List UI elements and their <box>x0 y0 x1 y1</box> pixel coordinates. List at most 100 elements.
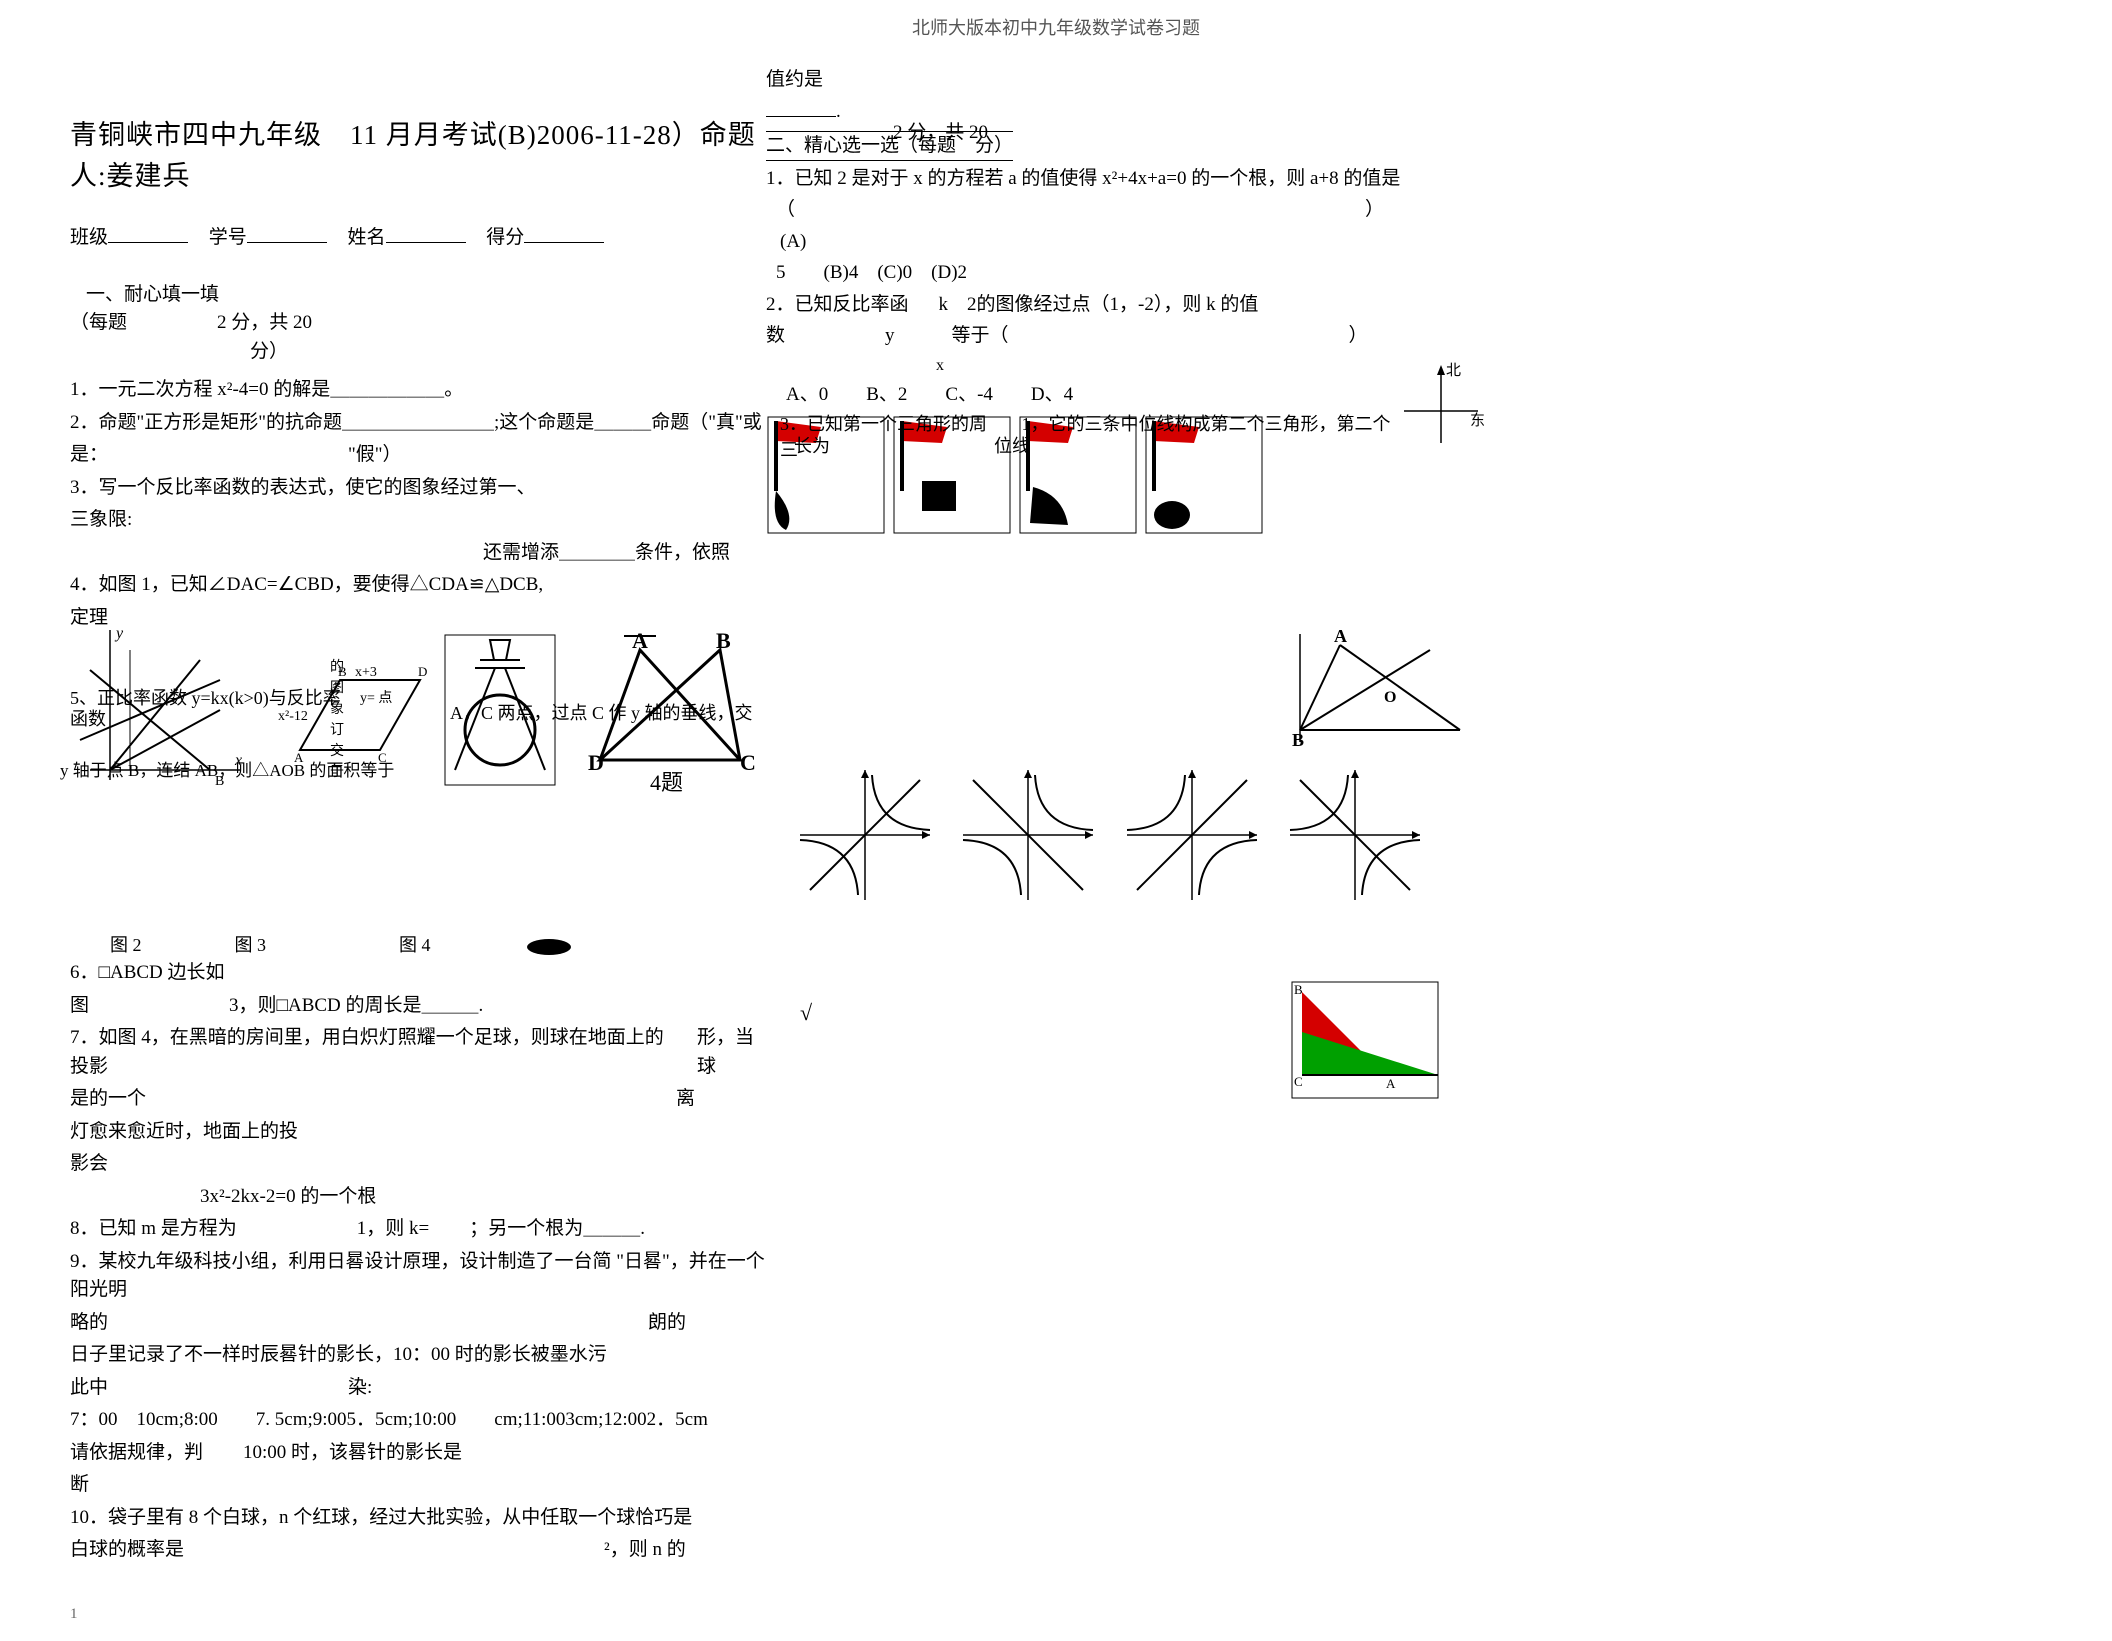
r1b: （ <box>776 196 795 224</box>
question-6b: 图 <box>70 992 89 1021</box>
svg-text:x+3: x+3 <box>355 665 377 680</box>
fig3-label: 图 3 <box>235 932 315 959</box>
sec1-l4: 分） <box>250 338 770 367</box>
hyperbola-d <box>1280 760 1430 910</box>
question-9j: 断 <box>70 1471 770 1500</box>
r3b: 长为 <box>794 433 830 459</box>
r2a: 2．已知反比率函 <box>766 291 909 319</box>
r-sec2: 2 分，共 20 <box>893 119 988 149</box>
question-9a: 9．某校九年级科技小组，利用日晷设计原理，设计制造了一台简 "日晷"，并在一个阳… <box>70 1248 770 1305</box>
figures-row: y x B x²-12 x+3 B D A C y= 点 5、正比率函数 y=k… <box>70 640 770 810</box>
question-4a: 4．如图 1，已知∠DAC=∠CBD，要使得△CDA≌△DCB, <box>70 571 770 600</box>
fig2-label: 图 2 <box>110 932 230 959</box>
r2f: ） <box>1349 322 1368 350</box>
hyperbola-c <box>1117 760 1267 910</box>
question-2c: "假"） <box>348 441 402 470</box>
question-4-pre: 还需增添＿＿＿＿条件，依照 <box>70 539 770 568</box>
question-8pre: 3x²-2kx-2=0 的一个根 <box>200 1183 770 1212</box>
r3a: 3．已知第一个三角形的周 <box>780 414 987 434</box>
question-7b: 是的一个 <box>70 1085 146 1114</box>
svg-text:B: B <box>716 630 731 653</box>
r2e: x <box>936 354 1406 377</box>
compass-icon: 北 东 <box>1396 361 1486 451</box>
r1e: 5 (B)4 (C)0 (D)2 <box>776 259 1406 287</box>
question-2a: 2．命题"正方形是矩形"的抗命题＿＿＿＿＿＿＿＿;这个命题是＿＿＿命题（"真"或 <box>70 409 770 438</box>
id-label: 学号 <box>209 227 247 248</box>
hyperbola-a <box>790 760 940 910</box>
question-6a: 6．□ABCD 边长如 <box>70 959 770 988</box>
student-info: 班级 学号 姓名 得分 <box>70 224 770 253</box>
section-1-heading: 一、耐心填一填 （每题 2 分，共 20 分） <box>70 281 770 367</box>
question-8a: 8．已知 m 是方程为 <box>70 1215 237 1244</box>
svg-text:A: A <box>1334 630 1347 646</box>
right-column: 值约是 . 二、精心选一选（每题 分） 2 分，共 20 1．已知 2 是对于 … <box>766 66 1406 545</box>
figure-4-bulb <box>440 630 560 790</box>
question-8b: 1，则 k= <box>357 1215 429 1244</box>
colored-triangle-figure: B C A <box>1290 980 1440 1100</box>
score-label: 得分 <box>486 227 524 248</box>
question-2b: 是： <box>70 441 108 470</box>
svg-text:A: A <box>632 630 648 653</box>
question-9i: 10:00 时，该晷针的影长是 <box>243 1439 462 1468</box>
sqrt-symbol: √ <box>800 1000 812 1026</box>
question-9f: 染: <box>348 1374 372 1403</box>
r1a: 1．已知 2 是对于 x 的方程若 a 的值使得 x²+4x+a=0 的一个根，… <box>766 165 1406 193</box>
question-10b: 白球的概率是 <box>70 1536 184 1565</box>
triangle-crossed-figure: A B O <box>1290 630 1470 750</box>
question-7c: 形，当球 <box>697 1024 770 1081</box>
question-3b: 三象限: <box>70 506 770 535</box>
hyperbola-b <box>953 760 1103 910</box>
r2d: y 等于（ <box>885 322 1009 350</box>
question-10a: 10．袋子里有 8 个白球，n 个红球，经过大批实验，从中任取一个球恰巧是 <box>70 1504 770 1533</box>
svg-text:东: 东 <box>1470 412 1485 429</box>
question-7d: 离 <box>676 1085 695 1114</box>
svg-text:A: A <box>1386 1076 1396 1091</box>
question-5e: y 轴于点 B，连结 AB，则△AOB 的面积等于 <box>60 758 394 784</box>
question-5b: 函数 <box>70 706 106 733</box>
question-8c: ；另一个根为＿＿＿. <box>469 1215 645 1244</box>
left-column: 青铜峡市四中九年级 11 月月考试(B)2006-11-28）命题人:姜建兵 班… <box>70 115 770 1569</box>
fig4-caption: 4题 <box>650 770 683 795</box>
r2c: k 2的图像经过点（1，-2），则 k 的值 <box>939 291 1259 319</box>
r0: 值约是 <box>766 66 1406 94</box>
svg-text:D: D <box>418 664 427 679</box>
fig4-label: 图 4 <box>399 932 519 959</box>
svg-text:O: O <box>1384 689 1396 706</box>
svg-text:y: y <box>114 625 124 642</box>
question-1: 1．一元二次方程 x²-4=0 的解是＿＿＿＿＿＿。 <box>70 376 770 405</box>
svg-text:B: B <box>1294 982 1303 997</box>
r1d: (A) <box>780 228 1406 256</box>
figure-labels: 图 2 图 3 图 4 <box>70 932 770 959</box>
page-header: 北师大版本初中九年级数学试卷习题 <box>0 14 2112 40</box>
question-9b: 略的 <box>70 1309 108 1338</box>
svg-text:C: C <box>740 750 756 775</box>
question-5a: 5、正比率函数 y=kx(k>0)与反比率 <box>70 688 341 708</box>
question-10c: ²，则 n 的 <box>604 1536 686 1565</box>
flags-row: 3．已知第一个三角形的周 1，它的三条中位线构成第二个三角形，第二个三 长为 位… <box>766 415 1406 545</box>
sec1-l2: （每题 <box>70 309 127 338</box>
hyperbola-options <box>790 760 1430 920</box>
figure-abdc: A B D C 4题 <box>580 630 770 800</box>
question-9e: 此中 <box>70 1374 108 1403</box>
page-number: 1 <box>70 1606 78 1623</box>
question-7e: 灯愈来愈近时，地面上的投 <box>70 1118 770 1147</box>
question-7a: 7．如图 4，在黑暗的房间里，用白炽灯照耀一个足球，则球在地面上的投影 <box>70 1024 677 1081</box>
question-3a: 3．写一个反比率函数的表达式，使它的图象经过第一、 <box>70 474 770 503</box>
svg-text:C: C <box>1294 1074 1303 1089</box>
svg-text:北: 北 <box>1446 362 1461 379</box>
r3d: 位线 <box>994 433 1030 459</box>
question-7f: 影会 <box>70 1150 770 1179</box>
question-9c: 朗的 <box>648 1309 686 1338</box>
svg-text:B: B <box>1292 730 1304 750</box>
svg-text:y= 点: y= 点 <box>360 690 392 706</box>
question-9d: 日子里记录了不一样时辰晷针的影长，10：00 时的影长被墨水污 <box>70 1341 770 1370</box>
class-label: 班级 <box>70 227 108 248</box>
r3opts: A、0 B、2 C、-4 D、4 <box>786 381 1406 409</box>
exam-title: 青铜峡市四中九年级 11 月月考试(B)2006-11-28）命题人:姜建兵 <box>70 115 770 196</box>
question-9g: 7：00 10cm;8:00 7. 5cm;9:005．5cm;10:00 cm… <box>70 1406 770 1435</box>
name-label: 姓名 <box>348 227 386 248</box>
r1c: ） <box>1365 196 1384 224</box>
question-6c: 3，则□ABCD 的周长是＿＿＿. <box>229 992 483 1021</box>
ink-blot-icon <box>524 937 574 957</box>
r2b: 数 <box>766 322 785 350</box>
